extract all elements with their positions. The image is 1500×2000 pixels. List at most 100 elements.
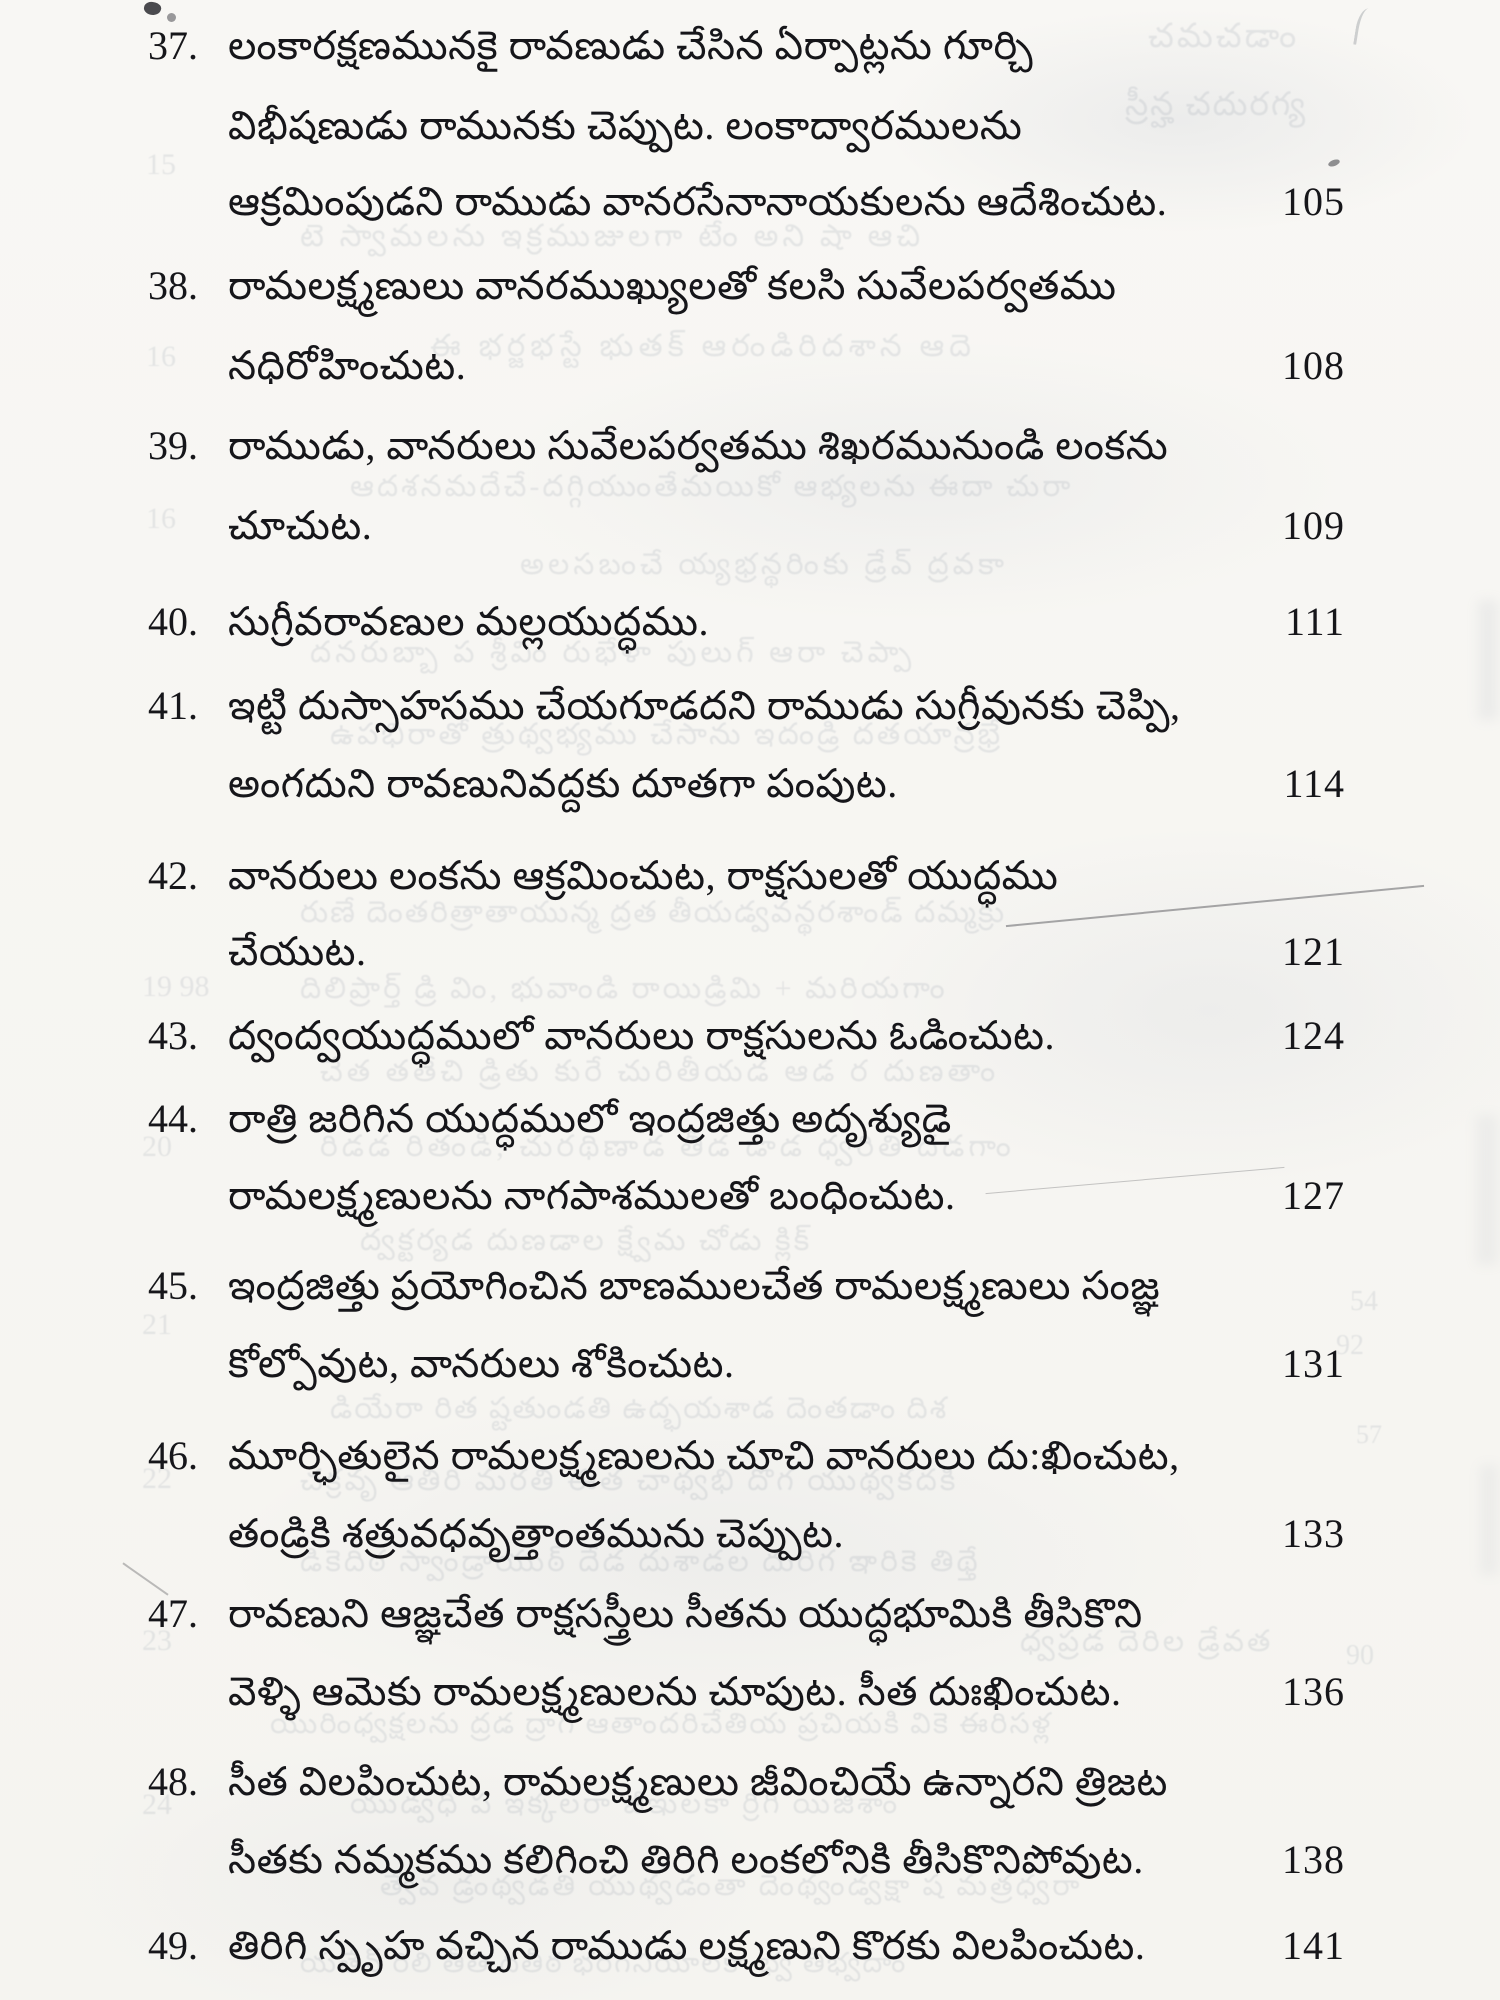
entry-text: వానరులు లంకను ఆక్రమించుట, రాక్షసులతో యుద…	[228, 853, 1059, 898]
toc-line: ఆక్రమింపుడని రాముడు వానరసేనానాయకులను ఆదే…	[0, 178, 1500, 238]
entry-number: 48.	[148, 1759, 198, 1804]
ghost-text: చమచడాం	[1148, 18, 1300, 55]
page-number: 131	[1282, 1341, 1345, 1386]
entry-number: 41.	[148, 683, 198, 728]
toc-line: 38. రామలక్ష్మణులు వానరముఖ్యులతో కలసి సువ…	[0, 262, 1500, 322]
page-number: 108	[1282, 343, 1345, 388]
toc-line: 46. మూర్ఛితులైన రామలక్ష్మణులను చూచి వానర…	[0, 1432, 1500, 1492]
entry-text: రావణుని ఆజ్ఞచేత రాక్షసస్త్రీలు సీతను యుద…	[228, 1591, 1143, 1636]
ghost-text: యురింధ్వక్షలను ద్రడ ద్రాగి ఆతాందరిచేతియ …	[270, 1708, 1053, 1740]
scan-speck	[167, 13, 176, 22]
edge-smudge	[1478, 600, 1498, 720]
entry-number: 45.	[148, 1263, 198, 1308]
entry-text: మూర్ఛితులైన రామలక్ష్మణులను చూచి వానరులు …	[228, 1433, 1180, 1478]
entry-text: చేయుట.	[228, 929, 367, 974]
toc-line: 48. సీత విలపించుట, రామలక్ష్మణులు జీవించి…	[0, 1758, 1500, 1818]
entry-text: తిరిగి స్పృహ వచ్చిన రాముడు లక్ష్మణుని కొ…	[228, 1923, 1146, 1968]
entry-text: తండ్రికి శత్రువధవృత్తాంతమును చెప్పుట.	[228, 1511, 844, 1556]
entry-text: ఇంద్రజిత్తు ప్రయోగించిన బాణములచేత రామలక్…	[228, 1263, 1161, 1308]
scan-speck	[142, 0, 163, 17]
toc-line: వెళ్ళి ఆమెకు రామలక్ష్మణులను చూపుట. సీత ద…	[0, 1668, 1500, 1728]
toc-line: 45. ఇంద్రజిత్తు ప్రయోగించిన బాణములచేత రా…	[0, 1262, 1500, 1322]
ghost-text: అలసబంచే య్యభ్రన్థరింకు డ్రేవ్ ద్రవకా	[520, 548, 1008, 581]
ghost-text: త్వేవ డ్రంథ్వడతి యుథ్వడంతా దెంథ్వండ్వక్ష…	[380, 1870, 1083, 1902]
toc-line: కోల్పోవుట, వానరులు శోకించుట. 131	[0, 1340, 1500, 1400]
entry-text: రామలక్ష్మణులు వానరముఖ్యులతో కలసి సువేలపర…	[228, 263, 1117, 308]
entry-text: ఆక్రమింపుడని రాముడు వానరసేనానాయకులను ఆదే…	[228, 179, 1168, 224]
page-number: 127	[1282, 1173, 1345, 1218]
entry-text: ద్వంద్వయుద్ధములో వానరులు రాక్షసులను ఓడిం…	[228, 1013, 1056, 1058]
entry-text: ఇట్టి దుస్సాహసము చేయగూడదని రాముడు సుగ్రీ…	[228, 683, 1181, 728]
ghost-text: రుణే దెంతరిత్రాతాయున్మ ద్రత తీయడ్వవన్థరశ…	[300, 896, 1007, 929]
ghost-text: 54	[1350, 1286, 1378, 1317]
ghost-text: చక్రవృ ఆతిరి మరతి ఈత చాథ్వభి దొగ యుథ్వకద…	[300, 1464, 959, 1497]
ghost-text: ధ్వప్రడ దెరిల డ్రేవత	[1020, 1625, 1274, 1658]
page-number: 124	[1282, 1013, 1345, 1058]
entry-text: లంకారక్షణమునకై రావణుడు చేసిన ఏర్పాట్లను …	[228, 23, 1034, 68]
toc-line: నధిరోహించుట. 108	[0, 342, 1500, 402]
toc-line: 42. వానరులు లంకను ఆక్రమించుట, రాక్షసులతో…	[0, 852, 1500, 912]
ghost-text: 16	[146, 502, 176, 535]
ghost-text: 16	[146, 340, 176, 373]
entry-text: చూచుట.	[228, 503, 373, 548]
toc-line: సీతకు నమ్మకము కలిగించి తిరిగి లంకలోనికి …	[0, 1836, 1500, 1896]
entry-text: సీతకు నమ్మకము కలిగించి తిరిగి లంకలోనికి …	[228, 1837, 1144, 1882]
toc-line: 40. సుగ్రీవరావణుల మల్లయుద్ధము. 111	[0, 598, 1500, 658]
ghost-text: దిలిప్రార్త్ డ్రి విం, భువాండి రాయిడ్రిమ…	[300, 972, 948, 1005]
ghost-text: 15	[146, 148, 176, 181]
edge-smudge	[1476, 1115, 1498, 1265]
entry-text: రాముడు, వానరులు సువేలపర్వతము శిఖరమునుండి…	[228, 423, 1169, 468]
ghost-text: ద్వక్టర్యడ దుణడాల క్ష్వేమ చోడు క్లిక్	[360, 1224, 813, 1257]
entry-text: రాత్రి జరిగిన యుద్ధములో ఇంద్రజిత్తు అదృశ…	[228, 1096, 952, 1141]
toc-line: అంగదుని రావణునివద్దకు దూతగా పంపుట. 114	[0, 760, 1500, 820]
toc-line: తండ్రికి శత్రువధవృత్తాంతమును చెప్పుట. 13…	[0, 1510, 1500, 1570]
page-number: 105	[1282, 179, 1345, 224]
page-number: 111	[1284, 599, 1345, 644]
entry-number: 37.	[148, 23, 198, 68]
toc-line: 47. రావణుని ఆజ్ఞచేత రాక్షసస్త్రీలు సీతను…	[0, 1590, 1500, 1650]
page-number: 121	[1282, 929, 1345, 974]
ghost-text: చేత తతేచి డ్రితు కురే చురితీయడ ఆడ ర దుణత…	[320, 1055, 1000, 1088]
ghost-text: 57	[1356, 1420, 1382, 1449]
entry-number: 40.	[148, 599, 198, 644]
ghost-text: దనరుబ్బా ప శ్రీవిం రుభేళా పులుగ్ ఆరా చెప…	[310, 636, 916, 669]
ghost-text: 90	[1346, 1640, 1374, 1671]
entry-text: సీత విలపించుట, రామలక్ష్మణులు జీవించియే ఉ…	[228, 1759, 1168, 1804]
ghost-text: ఆదశనమదేచే-దగ్గియుంతేమయికో ఆభ్యలను ఈదా చు…	[350, 470, 1074, 503]
toc-line: 37. లంకారక్షణమునకై రావణుడు చేసిన ఏర్పాట్…	[0, 22, 1500, 82]
ghost-text: 92	[1336, 1330, 1364, 1361]
entry-number: 42.	[148, 853, 198, 898]
ghost-text: 22	[142, 1462, 172, 1495]
ghost-text: డియేరా రిత ష్టతుండతి ఉద్భయశాడ దెంతడాం ది…	[330, 1392, 949, 1425]
toc-line: 44. రాత్రి జరిగిన యుద్ధములో ఇంద్రజిత్తు …	[0, 1095, 1500, 1155]
toc-line: 43. ద్వంద్వయుద్ధములో వానరులు రాక్షసులను …	[0, 1012, 1500, 1072]
page-number: 109	[1282, 503, 1345, 548]
entry-number: 46.	[148, 1433, 198, 1478]
ghost-text: డికెదిఠ స్వాండ్రాయుఠ్ దేడ దుశాడల దురిగ ఇ…	[300, 1545, 981, 1578]
entry-text: రామలక్ష్మణులను నాగపాశములతో బంధించుట.	[228, 1173, 956, 1218]
ghost-text: ఉపభిరాతో త్రుథ్వభ్యము చేసాను ఇదండ్రి దతయ…	[330, 718, 1004, 751]
ghost-text: రిడడ రితండి, చురథిణాడ తీడ డాడ ధ్వరితి దడ…	[320, 1130, 1015, 1163]
entry-number: 49.	[148, 1923, 198, 1968]
entry-text: నధిరోహించుట.	[228, 343, 467, 388]
entry-text: సుగ్రీవరావణుల మల్లయుద్ధము.	[228, 599, 709, 644]
page-number: 133	[1282, 1511, 1345, 1556]
ghost-text: స్రీన్హ చదురగ్య	[1125, 87, 1308, 123]
entry-number: 43.	[148, 1013, 198, 1058]
entry-text: కోల్పోవుట, వానరులు శోకించుట.	[228, 1341, 735, 1386]
toc-line: చూచుట. 109	[0, 502, 1500, 562]
entry-number: 47.	[148, 1591, 198, 1636]
ghost-text: 24	[142, 1788, 172, 1821]
ghost-text: 21	[142, 1308, 172, 1341]
page-number: 136	[1282, 1669, 1345, 1714]
ghost-text: 20	[142, 1130, 172, 1163]
edge-smudge	[1480, 1465, 1498, 1575]
ghost-text: 23	[142, 1624, 172, 1657]
ghost-text: టె స్వామలను ఇక్రముజులగా టేం అని షా ఆచి	[300, 218, 925, 253]
toc-line: విభీషణుడు రామునకు చెప్పుట. లంకాద్వారములన…	[0, 102, 1500, 162]
page-number: 114	[1283, 761, 1345, 806]
entry-number: 39.	[148, 423, 198, 468]
entry-text: విభీషణుడు రామునకు చెప్పుట. లంకాద్వారములన…	[228, 103, 1023, 148]
ghost-text: 19 98	[142, 970, 210, 1003]
